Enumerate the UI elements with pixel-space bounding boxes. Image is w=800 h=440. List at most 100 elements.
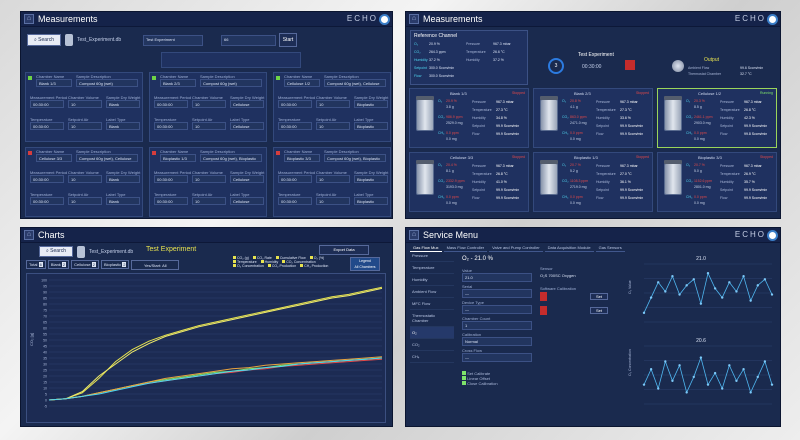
export-data-button[interactable]: Export Data xyxy=(319,245,369,255)
legend-item[interactable]: CO₂ (g) xyxy=(233,256,249,260)
field-value[interactable]: — xyxy=(462,289,532,298)
checkbox-close-calibration[interactable]: Close Calibration xyxy=(462,381,498,386)
service-tab[interactable]: Valve and Pump Controller xyxy=(489,244,543,252)
filter-chip[interactable]: Bioplastic 2 xyxy=(100,260,130,269)
chamber-name-field[interactable]: Blank 1/3 xyxy=(36,79,72,87)
home-icon[interactable]: ⌂ xyxy=(24,14,34,24)
legend-item[interactable]: Temperature xyxy=(233,260,257,264)
subset-selector[interactable]: Yes/Start: All xyxy=(131,260,179,270)
filter-chip[interactable]: Total 6 xyxy=(26,260,46,269)
card-field[interactable]: 00:30:00 xyxy=(154,175,188,183)
card-field[interactable]: 00:30:00 xyxy=(278,100,312,108)
legend-item[interactable]: CO₂ Production xyxy=(267,264,296,268)
card-field[interactable]: 00:30:00 xyxy=(278,175,312,183)
card-field[interactable]: Blank xyxy=(106,122,140,130)
chamber-name-field[interactable]: Cellulose 3/3 xyxy=(36,154,72,162)
search-button[interactable]: ⌕ Search xyxy=(39,246,73,257)
service-tab[interactable]: Mass Flow Controller xyxy=(443,244,488,252)
sample-description-field[interactable]: Compost 60g (wet) xyxy=(76,79,138,87)
sample-description-field[interactable]: Compost 60g (wet), Cellulose xyxy=(76,154,138,162)
card-field[interactable]: 10 xyxy=(68,175,102,183)
service-menu-item[interactable]: Temperature xyxy=(410,262,454,274)
o2-value-chart[interactable]: 21.0 O₂ Value xyxy=(626,254,776,334)
legend-all-chambers-button[interactable]: Legend All Chambers xyxy=(350,257,380,271)
card-field[interactable]: 10 xyxy=(316,197,350,205)
legend-item[interactable]: Cumulative Flow xyxy=(275,256,306,260)
service-tab[interactable]: Gas Sensors xyxy=(595,244,625,252)
sample-description-field[interactable]: Compost 60g (wet), Cellulose xyxy=(324,79,386,87)
legend-item[interactable]: CH₄ Production xyxy=(300,264,328,268)
card-field[interactable]: Blank xyxy=(106,175,140,183)
card-field[interactable]: 00:30:00 xyxy=(30,175,64,183)
field-value[interactable]: 1 xyxy=(462,321,532,330)
chamber-name-field[interactable]: Bioplastic 3/3 xyxy=(284,154,320,162)
sample-description-field[interactable]: Compost 60g (wet), Bioplastic xyxy=(200,154,262,162)
card-field[interactable]: 00:30:00 xyxy=(154,197,188,205)
card-field[interactable]: Blank xyxy=(106,197,140,205)
card-field[interactable]: 00:30:00 xyxy=(30,100,64,108)
card-field[interactable]: 10 xyxy=(316,100,350,108)
card-field[interactable]: 10 xyxy=(192,100,226,108)
card-field[interactable]: 10 xyxy=(192,175,226,183)
service-menu-item[interactable]: O₂ xyxy=(410,327,454,339)
service-tab[interactable]: Data Acquisition Module xyxy=(544,244,594,252)
card-field[interactable]: Cellulose xyxy=(230,197,264,205)
chamber-name-field[interactable]: Bioplastic 1/3 xyxy=(160,154,196,162)
card-field[interactable]: Cellulose xyxy=(230,122,264,130)
co2-chart[interactable]: 100 95 90 85 80 75 70 65 60 55 50 45 40 35 30 25 20 15 10 5… xyxy=(26,273,386,423)
service-menu-item[interactable]: CH₄ xyxy=(410,351,454,363)
search-button[interactable]: ⌕ Search xyxy=(27,34,61,46)
chamber-monitor[interactable]: Blank 1/3 Stopped O₂ 20.9 % 3.8 g CO₂ 986.9 pp… xyxy=(409,88,529,148)
card-field[interactable]: 10 xyxy=(192,197,226,205)
service-tab[interactable]: Gas Flow Mux xyxy=(410,244,442,252)
legend-item[interactable]: O₂ Concentration xyxy=(233,264,264,268)
experiment-name-field[interactable]: Test Experiment xyxy=(143,35,203,46)
card-field[interactable]: Bioplastic xyxy=(354,175,388,183)
sample-description-field[interactable]: Compost 60g (wet), Bioplastic xyxy=(324,154,386,162)
card-field[interactable]: 10 xyxy=(68,197,102,205)
card-field[interactable]: 00:30:00 xyxy=(154,100,188,108)
card-field[interactable]: Bioplastic xyxy=(354,122,388,130)
service-menu-item[interactable]: Ambient Flow xyxy=(410,286,454,298)
sample-description-field[interactable]: Compost 60g (wet) xyxy=(200,79,262,87)
chamber-monitor[interactable]: Cellulose 1/2 Running O₂ 20.3 % 8.5 g CO₂ 2461… xyxy=(657,88,777,148)
legend-item[interactable]: Humidity xyxy=(260,260,278,264)
legend-item[interactable]: CO₂ Rate xyxy=(252,256,272,260)
chamber-monitor[interactable]: Cellulose 3/3 Stopped O₂ 20.4 % 8.1 g CO₂ 2332… xyxy=(409,152,529,212)
card-field[interactable]: 00:30:00 xyxy=(278,122,312,130)
card-field[interactable]: 10 xyxy=(192,122,226,130)
card-field[interactable]: 10 xyxy=(68,122,102,130)
filter-chip[interactable]: Blank 2 xyxy=(47,260,70,269)
home-icon[interactable]: ⌂ xyxy=(409,14,419,24)
card-field[interactable]: 00:30:00 xyxy=(278,197,312,205)
card-field[interactable]: Bioplastic xyxy=(354,100,388,108)
card-field[interactable]: 10 xyxy=(316,122,350,130)
checkbox-set-calibrate[interactable]: Set Calibrate xyxy=(462,371,498,376)
card-field[interactable]: 10 xyxy=(316,175,350,183)
field-value[interactable]: — xyxy=(462,353,532,362)
set-button-1[interactable]: Set xyxy=(590,293,608,300)
service-menu-item[interactable]: Thermostatic Chamber xyxy=(410,310,454,327)
home-icon[interactable]: ⌂ xyxy=(409,230,419,240)
checkbox-linear-offset[interactable]: Linear Offset xyxy=(462,376,498,381)
start-button[interactable]: Start xyxy=(279,33,297,47)
field-value[interactable]: — xyxy=(462,305,532,314)
service-menu-item[interactable]: CO₂ xyxy=(410,339,454,351)
chamber-monitor[interactable]: Bioplastic 3/3 Stopped O₂ 20.7 % 5.0 g CO₂ 115… xyxy=(657,152,777,212)
chamber-name-field[interactable]: Blank 2/3 xyxy=(160,79,196,87)
legend-item[interactable]: O₂ (%) xyxy=(309,256,324,260)
chamber-monitor[interactable]: Blank 2/3 Stopped O₂ 20.8 % 4.1 g CO₂ 863.0 pp… xyxy=(533,88,653,148)
card-field[interactable]: 00:30:00 xyxy=(154,122,188,130)
stop-button[interactable] xyxy=(625,60,635,70)
small-field[interactable]: 66 xyxy=(221,35,276,46)
service-menu-item[interactable]: Humidity xyxy=(410,274,454,286)
chamber-monitor[interactable]: Bioplastic 1/3 Stopped O₂ 20.7 % 5.2 g CO₂ 110… xyxy=(533,152,653,212)
card-field[interactable]: 00:30:00 xyxy=(30,122,64,130)
field-value[interactable]: 21.0 xyxy=(462,273,532,282)
card-field[interactable]: Bioplastic xyxy=(354,197,388,205)
filter-chip[interactable]: Cellulose 2 xyxy=(71,260,99,269)
service-menu-item[interactable]: Pressure xyxy=(410,250,454,262)
card-field[interactable]: Cellulose xyxy=(230,100,264,108)
card-field[interactable]: 10 xyxy=(68,100,102,108)
o2-concentration-chart[interactable]: 20.6 O₂ Concentration xyxy=(626,336,776,416)
